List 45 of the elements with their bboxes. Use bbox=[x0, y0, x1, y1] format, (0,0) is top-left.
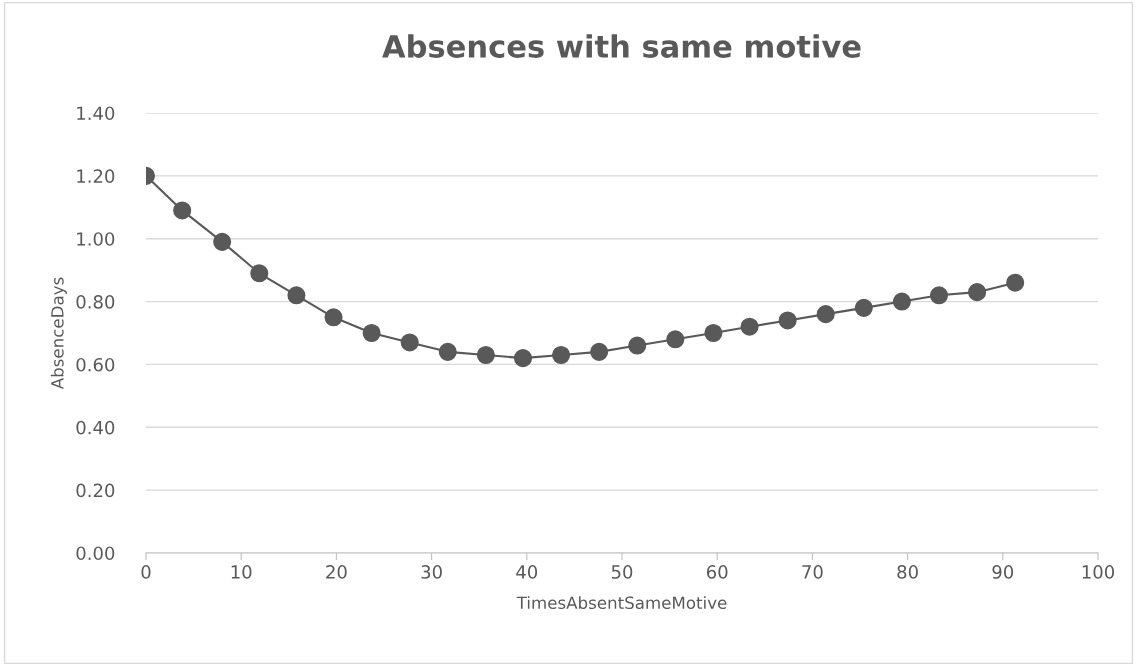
point bbox=[513, 349, 533, 368]
point bbox=[438, 342, 457, 361]
x-tick-label: 60 bbox=[706, 565, 728, 579]
point bbox=[816, 305, 835, 324]
x-axis-title: TimesAbsentSameMotive bbox=[516, 596, 727, 610]
point bbox=[476, 345, 495, 365]
y-axis-title: AbsenceDays bbox=[50, 277, 67, 390]
y-tick-label: 0.60 bbox=[76, 357, 115, 372]
point bbox=[1006, 273, 1025, 292]
point bbox=[628, 336, 647, 355]
point bbox=[400, 333, 419, 352]
x-tick-label: 100 bbox=[1082, 565, 1115, 579]
x-tick-label: 0 bbox=[141, 565, 151, 579]
point bbox=[778, 311, 797, 330]
x-tick-label: 40 bbox=[516, 565, 538, 579]
x-tick-label: 30 bbox=[421, 565, 442, 579]
x-tick-label: 80 bbox=[897, 565, 918, 579]
y-tick-label: 1.20 bbox=[77, 169, 115, 183]
point bbox=[173, 201, 192, 220]
point bbox=[324, 308, 343, 327]
point bbox=[854, 298, 873, 317]
y-tick-label: 0.00 bbox=[76, 546, 115, 561]
y-tick-label: 0.80 bbox=[76, 295, 115, 309]
point bbox=[590, 342, 609, 361]
y-tick-label: 1.00 bbox=[77, 232, 115, 246]
point bbox=[892, 292, 911, 311]
y-tick-label: 0.20 bbox=[76, 483, 115, 498]
point bbox=[287, 286, 306, 305]
point bbox=[362, 323, 381, 343]
point bbox=[552, 345, 571, 365]
y-tick-label: 0.40 bbox=[76, 420, 115, 435]
x-tick-label: 10 bbox=[231, 565, 252, 579]
x-tick-label: 90 bbox=[992, 565, 1014, 579]
y-tick-label: 1.40 bbox=[77, 106, 115, 121]
x-tick-label: 70 bbox=[802, 565, 823, 579]
x-tick-label: 50 bbox=[611, 565, 633, 579]
point bbox=[666, 330, 685, 349]
point bbox=[968, 283, 987, 302]
chart-title: Absences with same motive bbox=[382, 34, 861, 58]
point bbox=[213, 232, 232, 251]
point bbox=[929, 286, 949, 305]
point bbox=[250, 264, 269, 283]
x-tick-label: 20 bbox=[326, 565, 347, 579]
point bbox=[704, 323, 723, 343]
point bbox=[740, 317, 759, 336]
